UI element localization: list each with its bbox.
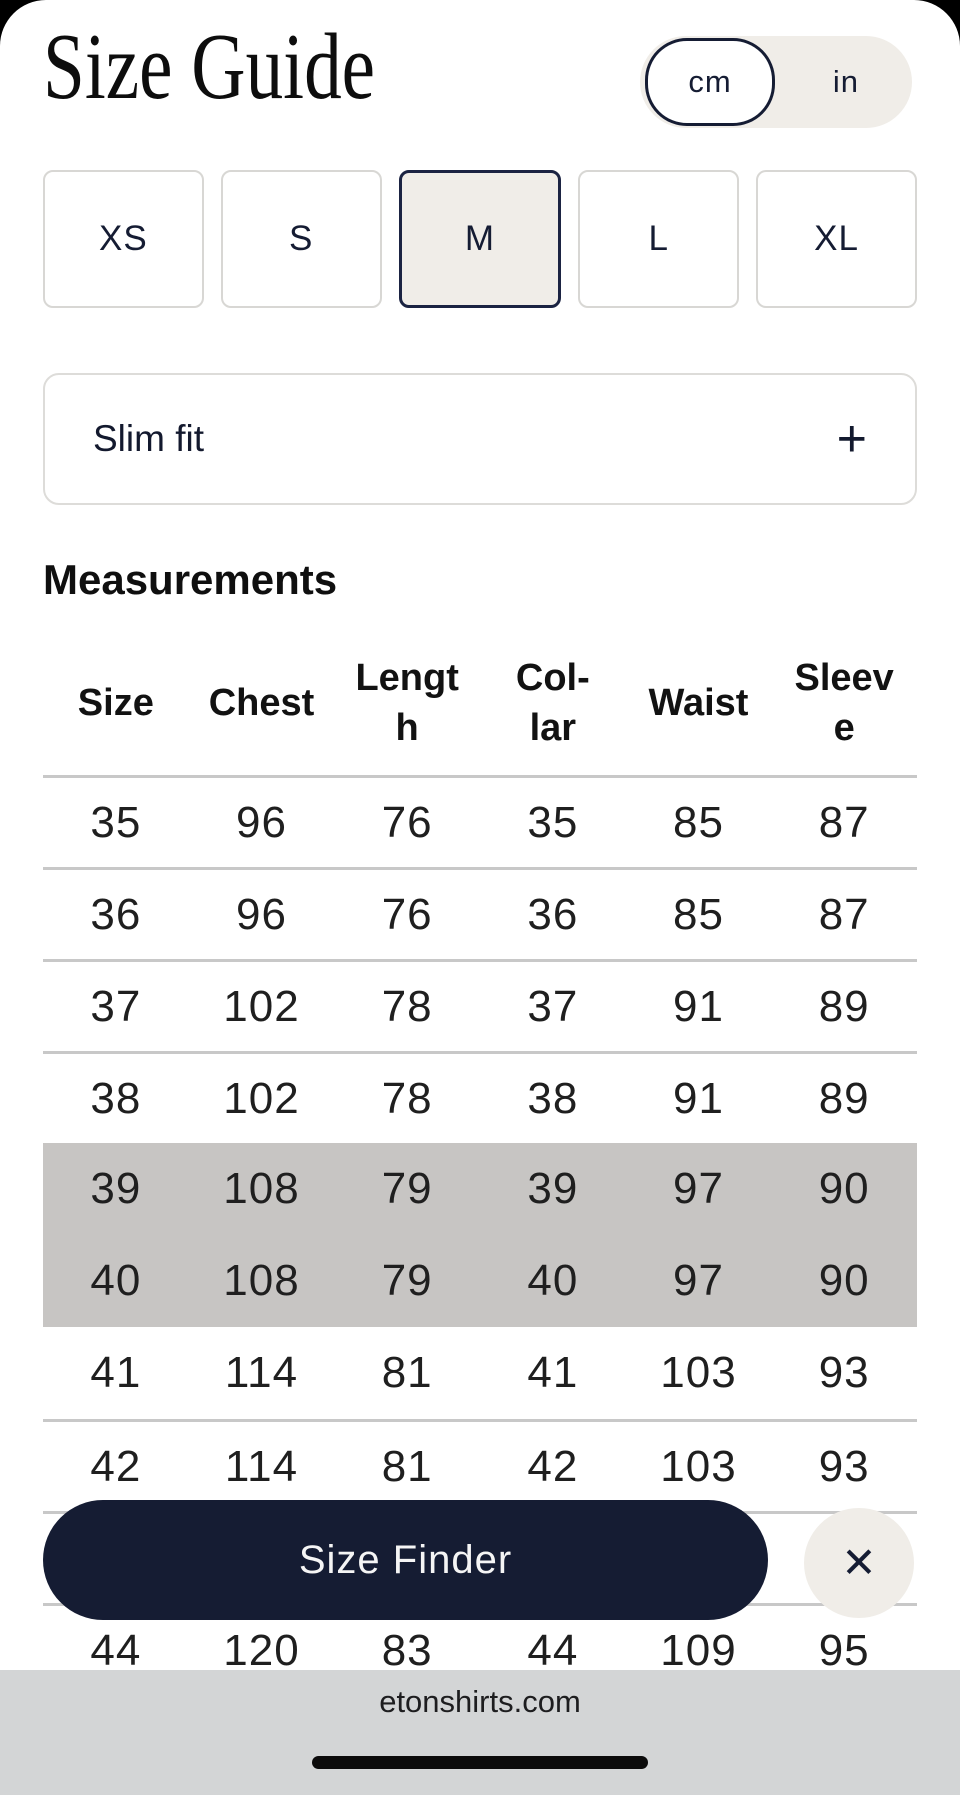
table-cell: 93 bbox=[818, 1348, 870, 1397]
table-cell: 76 bbox=[381, 889, 433, 939]
fit-accordion-label: Slim fit bbox=[93, 418, 204, 459]
table-cell: 114 bbox=[224, 1441, 299, 1491]
size-finder-label: Size Finder bbox=[298, 1537, 513, 1582]
table-row: 40 108 79 40 97 90 bbox=[43, 1235, 917, 1327]
table-cell: 78 bbox=[381, 981, 433, 1031]
table-cell: 103 bbox=[660, 1348, 737, 1397]
table-header-cell: Sleev e bbox=[794, 656, 894, 749]
unit-option-in[interactable]: in bbox=[832, 64, 860, 99]
table-cell: 87 bbox=[818, 889, 870, 939]
table-body: 35 96 76 35 85 87 36 96 76 36 85 87 37 102 78 37 91 89 38 1… bbox=[43, 775, 917, 1695]
home-indicator bbox=[312, 1756, 648, 1769]
size-button-s[interactable]: S bbox=[220, 170, 382, 308]
table-cell: 114 bbox=[224, 1348, 299, 1397]
table-row: 42 114 81 42 103 93 bbox=[43, 1419, 917, 1511]
table-cell: 96 bbox=[236, 797, 287, 847]
table-cell: 90 bbox=[818, 1256, 870, 1305]
table-cell: 44 bbox=[527, 1625, 579, 1675]
table-cell: 37 bbox=[527, 981, 579, 1031]
table-cell: 41 bbox=[90, 1348, 142, 1397]
table-cell: 79 bbox=[381, 1256, 433, 1305]
size-finder-button[interactable]: Size Finder bbox=[43, 1500, 768, 1620]
table-cell: 79 bbox=[381, 1164, 433, 1213]
table-cell: 91 bbox=[673, 981, 724, 1031]
table-cell: 90 bbox=[818, 1164, 870, 1213]
table-cell: 87 bbox=[818, 797, 870, 847]
fit-accordion[interactable]: Slim fit + bbox=[43, 373, 917, 505]
table-header-cell: Size bbox=[77, 681, 154, 724]
table-cell: 96 bbox=[236, 889, 287, 939]
table-cell: 42 bbox=[527, 1441, 579, 1491]
table-cell: 89 bbox=[818, 981, 870, 1031]
table-header-row: Size Chest Lengt h Col- lar Waist Sleev e bbox=[43, 630, 917, 775]
measurements-heading: Measurements bbox=[43, 556, 338, 603]
browser-address-bar[interactable]: etonshirts.com bbox=[0, 1670, 960, 1795]
plus-icon[interactable]: + bbox=[836, 410, 867, 468]
close-icon: ✕ bbox=[841, 1538, 877, 1587]
table-cell: 35 bbox=[527, 797, 579, 847]
size-button-xs[interactable]: XS bbox=[43, 170, 204, 308]
table-cell: 81 bbox=[381, 1348, 433, 1397]
unit-toggle[interactable]: cm in bbox=[640, 36, 912, 128]
table-cell: 42 bbox=[90, 1441, 142, 1491]
table-cell: 93 bbox=[818, 1441, 870, 1491]
table-row: 37 102 78 37 91 89 bbox=[43, 959, 917, 1051]
table-cell: 120 bbox=[223, 1625, 300, 1675]
table-cell: 91 bbox=[673, 1073, 724, 1123]
table-cell: 109 bbox=[660, 1625, 737, 1675]
table-cell: 76 bbox=[381, 797, 433, 847]
table-row: 39 108 79 39 97 90 bbox=[43, 1143, 917, 1235]
table-cell: 97 bbox=[673, 1256, 724, 1305]
table-cell: 97 bbox=[673, 1164, 724, 1213]
measurements-table: Size Chest Lengt h Col- lar Waist Sleev e 35 9… bbox=[43, 630, 917, 1695]
table-cell: 37 bbox=[90, 981, 142, 1031]
unit-option-cm[interactable]: cm bbox=[645, 38, 775, 126]
table-header-cell: Chest bbox=[208, 681, 315, 724]
table-cell: 38 bbox=[90, 1073, 142, 1123]
table-cell: 103 bbox=[660, 1441, 737, 1491]
table-cell: 40 bbox=[527, 1256, 579, 1305]
table-header-cell: Lengt h bbox=[355, 656, 459, 749]
size-button-m[interactable]: M bbox=[398, 170, 562, 308]
table-cell: 36 bbox=[90, 889, 142, 939]
table-header-cell: Col- lar bbox=[515, 656, 590, 749]
table-cell: 85 bbox=[673, 797, 724, 847]
url-text: etonshirts.com bbox=[379, 1684, 581, 1719]
table-cell: 108 bbox=[223, 1164, 300, 1213]
size-button-l[interactable]: L bbox=[578, 170, 740, 308]
table-cell: 81 bbox=[381, 1441, 433, 1491]
size-button-xl[interactable]: XL bbox=[756, 170, 917, 308]
table-cell: 83 bbox=[381, 1625, 433, 1675]
table-cell: 89 bbox=[818, 1073, 870, 1123]
table-cell: 108 bbox=[223, 1256, 300, 1305]
table-cell: 85 bbox=[673, 889, 724, 939]
table-cell: 40 bbox=[90, 1256, 142, 1305]
page-title: Size Guide bbox=[43, 15, 376, 119]
table-cell: 78 bbox=[381, 1073, 433, 1123]
table-row: 41 114 81 41 103 93 bbox=[43, 1327, 917, 1419]
table-row: 36 96 76 36 85 87 bbox=[43, 867, 917, 959]
table-row: 38 102 78 38 91 89 bbox=[43, 1051, 917, 1143]
table-cell: 102 bbox=[223, 1073, 300, 1123]
close-button[interactable]: ✕ bbox=[804, 1508, 914, 1618]
table-cell: 39 bbox=[90, 1164, 142, 1213]
table-cell: 95 bbox=[818, 1625, 870, 1675]
table-cell: 38 bbox=[527, 1073, 579, 1123]
table-cell: 102 bbox=[223, 981, 300, 1031]
table-cell: 36 bbox=[527, 889, 579, 939]
table-row: 35 96 76 35 85 87 bbox=[43, 775, 917, 867]
table-cell: 44 bbox=[90, 1625, 142, 1675]
table-cell: 39 bbox=[527, 1164, 579, 1213]
table-cell: 41 bbox=[527, 1348, 579, 1397]
table-header-cell: Waist bbox=[648, 681, 749, 724]
size-selector: XS S M L XL bbox=[43, 170, 917, 308]
table-cell: 35 bbox=[90, 797, 142, 847]
